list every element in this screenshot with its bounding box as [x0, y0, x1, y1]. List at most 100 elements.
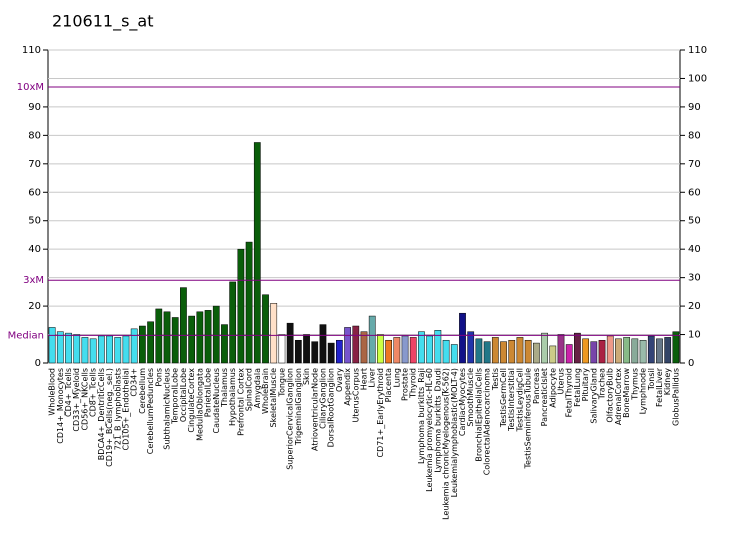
x-tick-label: TestisSeminiferousTubule — [524, 368, 533, 470]
bar — [89, 338, 97, 364]
x-tick-label: Cerebellum — [138, 368, 147, 414]
x-tick-label: SalivaryGland — [589, 368, 598, 424]
y-tick-label: 80 — [28, 130, 41, 141]
x-tick-label: MedullaOblongata — [195, 368, 204, 441]
bar — [426, 335, 434, 364]
x-tick-label: CD4+_Tcells — [64, 368, 73, 417]
bar — [237, 248, 245, 364]
y2-tick-label: 70 — [688, 159, 701, 170]
x-tick-label: FetalLung — [573, 368, 582, 407]
x-tick-label: Leukemialymphoblastic(MOLT-4) — [450, 368, 459, 497]
x-tick-label: DorsalRootGanglion — [327, 368, 336, 447]
reference-label: 10xM — [17, 82, 44, 93]
bar — [48, 327, 56, 364]
x-tick-label: Placenta — [384, 368, 393, 402]
bar — [204, 310, 212, 364]
y2-tick-label: 0 — [688, 358, 694, 369]
x-tick-label: Prefrontal Cortex — [236, 368, 245, 436]
x-tick-label: BoneMarrow — [622, 368, 631, 418]
bar — [319, 324, 327, 364]
x-tick-label: Thymus — [630, 368, 639, 401]
bar — [65, 332, 72, 364]
x-tick-label: Thalamus — [220, 368, 229, 408]
bar — [163, 311, 171, 364]
x-tick-label: CingulateCortex — [187, 368, 196, 433]
x-tick-label: TemporalLobe — [171, 368, 180, 425]
bar — [549, 345, 557, 364]
x-tick-label: TestisLeydigCell — [515, 368, 524, 432]
x-tick-label: Testis — [491, 368, 500, 391]
bar — [139, 325, 146, 364]
y-tick-label: 50 — [28, 216, 41, 227]
bar — [106, 335, 113, 364]
x-tick-label: 721_B_lymphoblasts — [113, 368, 122, 450]
x-tick-label: SmoothMuscle — [466, 368, 475, 427]
bar — [508, 339, 516, 364]
x-tick-label: Appendix — [343, 368, 352, 406]
y-tick-label: 60 — [28, 187, 41, 198]
x-tick-label: CardiacMyocytes — [458, 368, 467, 436]
bar — [442, 339, 450, 364]
bar — [147, 321, 154, 364]
x-tick-label: OccipitalLobe — [179, 368, 188, 422]
reference-label: 3xM — [23, 275, 44, 286]
bar — [631, 338, 639, 364]
bar — [377, 334, 384, 364]
x-tick-label: Ovary — [335, 368, 344, 392]
y2-tick-label: 80 — [688, 130, 701, 141]
x-tick-label: BronchialEpithelialCells — [474, 368, 483, 462]
x-tick-label: BDCA4+_DentriticCells — [97, 368, 106, 460]
x-tick-label: Pons — [154, 368, 163, 387]
x-tick-label: CD71+_EarlyErythroid — [376, 368, 385, 457]
y2-tick-label: 60 — [688, 187, 701, 198]
x-tick-label: Skin — [302, 368, 311, 385]
x-tick-label: PancreaticIslet — [540, 368, 549, 426]
bar — [336, 339, 343, 364]
y2-tick-label: 110 — [688, 45, 707, 56]
y-tick-label: 0 — [35, 358, 41, 369]
bar — [188, 315, 196, 364]
chart-title: 210611_s_at — [52, 12, 154, 32]
x-tick-label: UterusCorpus — [351, 368, 360, 423]
bar — [286, 322, 294, 364]
bar — [352, 325, 360, 364]
x-tick-label: CiliaryGanglion — [318, 368, 327, 429]
x-tick-label: CD14+_Monocytes — [56, 368, 65, 444]
bar — [385, 339, 392, 364]
x-tick-label: CD34+ — [130, 368, 139, 397]
y-tick-label: 110 — [22, 45, 41, 56]
x-tick-label: CD19+_BCells(neg._sel.) — [105, 368, 114, 467]
x-tick-label: CaudateNucleus — [212, 368, 221, 433]
bar — [155, 308, 163, 364]
bar — [483, 341, 491, 364]
bar — [171, 317, 179, 364]
x-tick-label: AtrioventricularNode — [310, 368, 319, 451]
bar — [500, 341, 507, 364]
x-tick-label: Thyroid — [409, 368, 418, 399]
x-tick-label: Hypothalamus — [228, 368, 237, 426]
bar — [311, 341, 319, 364]
x-tick-label: SuperiorCervicalGanglion — [286, 368, 295, 470]
x-tick-label: CD56+_NKCells — [80, 368, 89, 431]
bar — [73, 334, 81, 364]
x-tick-label: OlfactoryBulb — [606, 368, 615, 423]
x-tick-label: TestisGermCell — [499, 368, 508, 428]
bar — [574, 332, 581, 364]
bar — [221, 324, 228, 364]
x-tick-label: Amygdala — [253, 368, 262, 408]
x-tick-label: Leukemia chronicMyelogenous(K-562) — [442, 368, 451, 520]
bar — [664, 337, 672, 364]
bar — [532, 342, 540, 364]
x-tick-label: Lymphoma burkitts_Raji — [417, 368, 426, 464]
x-tick-label: Tonsil — [647, 368, 656, 391]
y2-tick-label: 50 — [688, 216, 701, 227]
y2-tick-label: 30 — [688, 273, 701, 284]
bar — [598, 339, 606, 364]
bar — [278, 334, 286, 364]
x-tick-label: SubthalamicNucleus — [163, 368, 172, 450]
bar — [196, 311, 204, 364]
x-tick-label: FetalLiver — [655, 367, 664, 407]
x-tick-label: ParietalLobe — [204, 368, 213, 417]
x-tick-label: Trachea — [598, 368, 607, 400]
plot-frame — [47, 49, 681, 364]
